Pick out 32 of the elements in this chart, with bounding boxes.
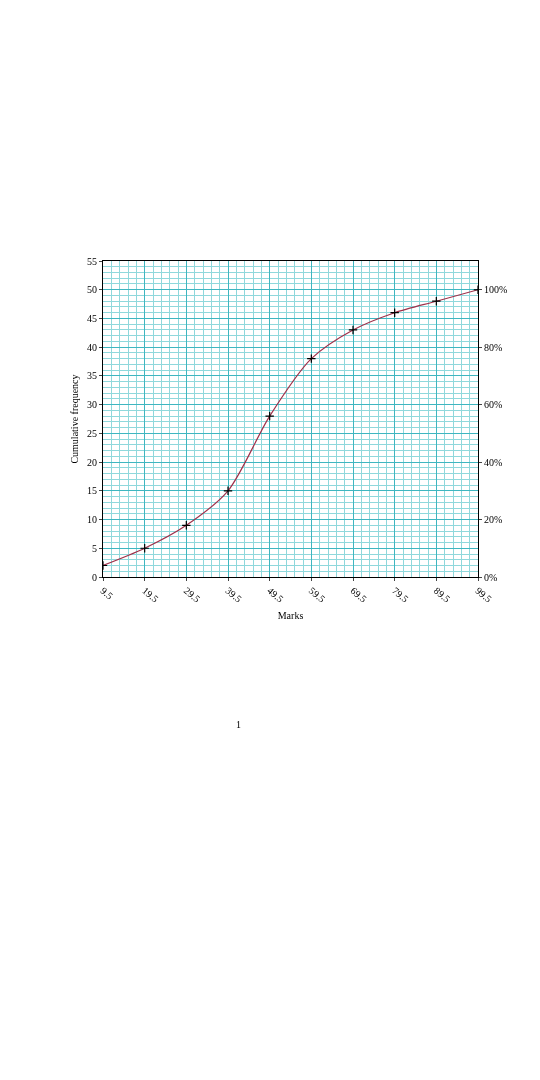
x-axis-title: Marks — [277, 610, 304, 622]
y-tick-label: 35 — [87, 370, 97, 382]
y-tick-label: 40 — [87, 341, 97, 353]
y-tick-label: 0 — [92, 571, 97, 583]
y2-tick-label: 20% — [484, 514, 503, 526]
y-axis-title: Cumulative frequency — [69, 374, 80, 464]
text: 1 — [236, 719, 241, 730]
y2-tick-label: 100% — [484, 284, 508, 296]
y2-tick-label: 40% — [484, 456, 503, 468]
y-tick-label: 5 — [92, 542, 97, 554]
y-tick-label: 45 — [87, 312, 97, 324]
y2-tick-label: 80% — [484, 341, 503, 353]
x-tick-label: 89.5 — [431, 584, 453, 605]
x-tick-label: 79.5 — [390, 584, 411, 605]
x-tick-label: 69.5 — [348, 584, 369, 605]
x-tick-label: 59.5 — [306, 584, 328, 605]
line-series — [103, 289, 478, 567]
x-tick-label: 39.5 — [223, 584, 244, 605]
y-tick-label: 10 — [87, 514, 97, 526]
y-tick-label: 55 — [87, 255, 97, 267]
x-tick-label: 9.5 — [98, 584, 116, 602]
y2-tick-label: 60% — [484, 399, 503, 411]
y2-tick-label: 0% — [484, 571, 498, 583]
x-tick-label: 29.5 — [181, 584, 203, 605]
x-tick-label: 49.5 — [265, 584, 286, 605]
y-tick-label: 30 — [87, 399, 97, 411]
y-tick-label: 20 — [87, 456, 97, 468]
y-tick-label: 15 — [87, 485, 97, 497]
y-tick-label: 25 — [87, 427, 97, 439]
x-tick-label: 99.5 — [473, 584, 494, 605]
y-tick-label: 50 — [87, 284, 97, 296]
x-tick-label: 19.5 — [140, 584, 161, 605]
